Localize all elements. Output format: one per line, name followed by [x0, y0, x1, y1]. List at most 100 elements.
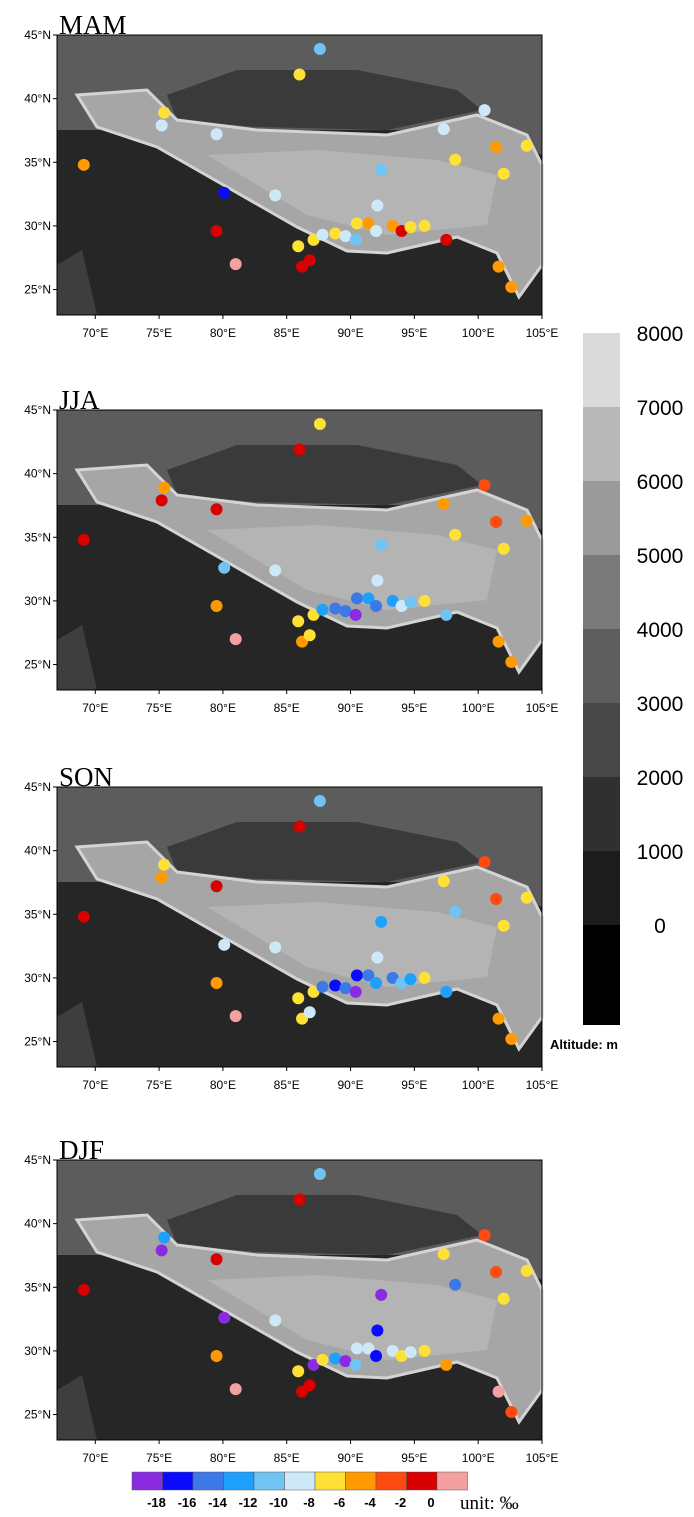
- station-dot: [294, 443, 306, 455]
- value-band: [254, 1472, 285, 1490]
- station-dot: [375, 539, 387, 551]
- value-tick-label: -18: [147, 1495, 166, 1510]
- station-dot: [370, 977, 382, 989]
- station-dot: [314, 795, 326, 807]
- station-dot: [294, 1193, 306, 1205]
- station-dot: [479, 1229, 491, 1241]
- station-dot: [440, 1359, 452, 1371]
- station-dot: [269, 564, 281, 576]
- altitude-tick-label: 8000: [637, 323, 684, 346]
- y-tick-label: 30°N: [24, 971, 51, 985]
- station-dot: [419, 220, 431, 232]
- station-dot: [316, 604, 328, 616]
- station-dot: [371, 952, 383, 964]
- station-dot: [218, 939, 230, 951]
- station-dot: [329, 228, 341, 240]
- station-dot: [211, 225, 223, 237]
- station-dot: [211, 1350, 223, 1362]
- station-dot: [230, 1010, 242, 1022]
- x-tick-label: 85°E: [274, 326, 300, 340]
- station-dot: [329, 980, 341, 992]
- altitude-tick-label: 7000: [637, 397, 684, 420]
- value-tick-label: -16: [178, 1495, 197, 1510]
- station-dot: [314, 1168, 326, 1180]
- station-dot: [218, 187, 230, 199]
- station-dot: [351, 592, 363, 604]
- station-dot: [498, 920, 510, 932]
- station-dot: [521, 1265, 533, 1277]
- altitude-band: [583, 777, 620, 851]
- x-tick-label: 95°E: [401, 1451, 427, 1465]
- station-dot: [370, 600, 382, 612]
- value-band: [193, 1472, 224, 1490]
- x-tick-label: 75°E: [146, 1451, 172, 1465]
- value-tick-label: -10: [269, 1495, 288, 1510]
- station-dot: [449, 154, 461, 166]
- station-dot: [438, 498, 450, 510]
- station-dot: [449, 529, 461, 541]
- x-tick-label: 70°E: [82, 1451, 108, 1465]
- value-unit: unit: ‰: [460, 1493, 519, 1514]
- x-tick-label: 95°E: [401, 701, 427, 715]
- y-tick-label: 35°N: [24, 907, 51, 921]
- x-tick-label: 90°E: [337, 1451, 363, 1465]
- altitude-band: [583, 333, 620, 407]
- value-tick-label: -14: [208, 1495, 228, 1510]
- station-dot: [440, 986, 452, 998]
- station-dot: [505, 281, 517, 293]
- station-dot: [230, 633, 242, 645]
- altitude-tick-label: 3000: [637, 693, 684, 716]
- y-tick-label: 45°N: [24, 780, 51, 794]
- station-dot: [405, 973, 417, 985]
- x-tick-label: 90°E: [337, 326, 363, 340]
- value-band: [132, 1472, 163, 1490]
- station-dot: [479, 856, 491, 868]
- x-tick-label: 70°E: [82, 326, 108, 340]
- y-tick-label: 45°N: [24, 403, 51, 417]
- x-tick-label: 70°E: [82, 701, 108, 715]
- x-tick-label: 75°E: [146, 326, 172, 340]
- station-dot: [211, 977, 223, 989]
- value-band: [285, 1472, 316, 1490]
- station-dot: [339, 1355, 351, 1367]
- y-tick-label: 30°N: [24, 219, 51, 233]
- y-tick-label: 40°N: [24, 92, 51, 106]
- station-dot: [405, 221, 417, 233]
- station-dot: [304, 629, 316, 641]
- station-dot: [521, 515, 533, 527]
- y-tick-label: 40°N: [24, 467, 51, 481]
- station-dot: [218, 1312, 230, 1324]
- value-tick-label: 0: [427, 1495, 434, 1510]
- value-band: [346, 1472, 377, 1490]
- map-panel: SON70°E75°E80°E85°E90°E95°E100°E105°E25°…: [24, 762, 558, 1092]
- station-dot: [292, 240, 304, 252]
- altitude-band: [583, 555, 620, 629]
- station-dot: [375, 164, 387, 176]
- station-dot: [269, 941, 281, 953]
- station-dot: [316, 1354, 328, 1366]
- station-dot: [292, 992, 304, 1004]
- altitude-band: [583, 481, 620, 555]
- station-dot: [493, 636, 505, 648]
- station-dot: [350, 1359, 362, 1371]
- x-tick-label: 75°E: [146, 1078, 172, 1092]
- station-dot: [350, 986, 362, 998]
- x-tick-label: 105°E: [526, 1078, 559, 1092]
- panel-title: JJA: [59, 385, 100, 415]
- station-dot: [521, 140, 533, 152]
- station-dot: [158, 859, 170, 871]
- station-dot: [449, 906, 461, 918]
- station-dot: [371, 1325, 383, 1337]
- station-dot: [505, 656, 517, 668]
- station-dot: [292, 615, 304, 627]
- station-dot: [370, 1350, 382, 1362]
- value-tick-label: -2: [395, 1495, 407, 1510]
- altitude-band: [583, 407, 620, 481]
- station-dot: [419, 972, 431, 984]
- station-dot: [498, 543, 510, 555]
- x-tick-label: 90°E: [337, 1078, 363, 1092]
- altitude-band: [583, 925, 620, 1025]
